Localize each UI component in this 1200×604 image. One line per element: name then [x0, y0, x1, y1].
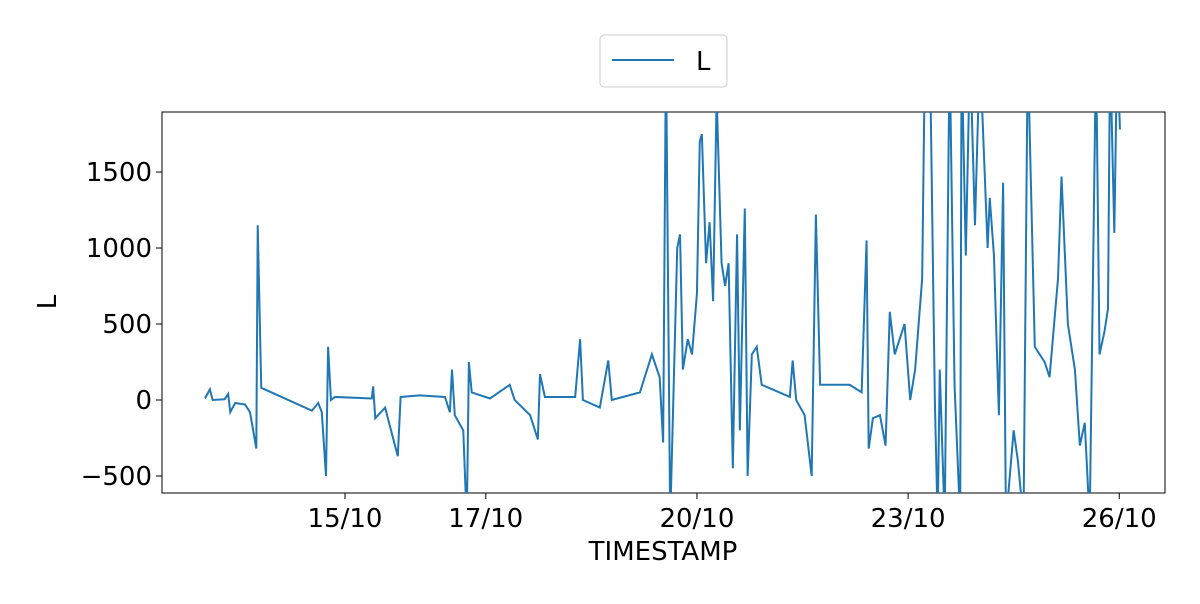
y-axis-label: L	[33, 294, 63, 309]
x-tick-label: 15/10	[308, 504, 383, 534]
x-tick-label: 26/10	[1082, 504, 1157, 534]
y-tick-label: 500	[102, 310, 152, 340]
plot-frame	[161, 111, 1166, 494]
x-tick-label: 17/10	[448, 504, 523, 534]
y-tick-label: −500	[81, 462, 152, 492]
y-tick-label: 1000	[86, 234, 152, 264]
legend-label: L	[696, 47, 711, 77]
x-axis-label: TIMESTAMP	[588, 537, 738, 567]
y-tick-label: 0	[135, 386, 152, 416]
y-tick-label: 1500	[86, 158, 152, 188]
legend: L	[599, 34, 728, 88]
x-tick-label: 23/10	[871, 504, 946, 534]
line-series	[204, 112, 1121, 493]
x-tick-label: 20/10	[659, 504, 734, 534]
